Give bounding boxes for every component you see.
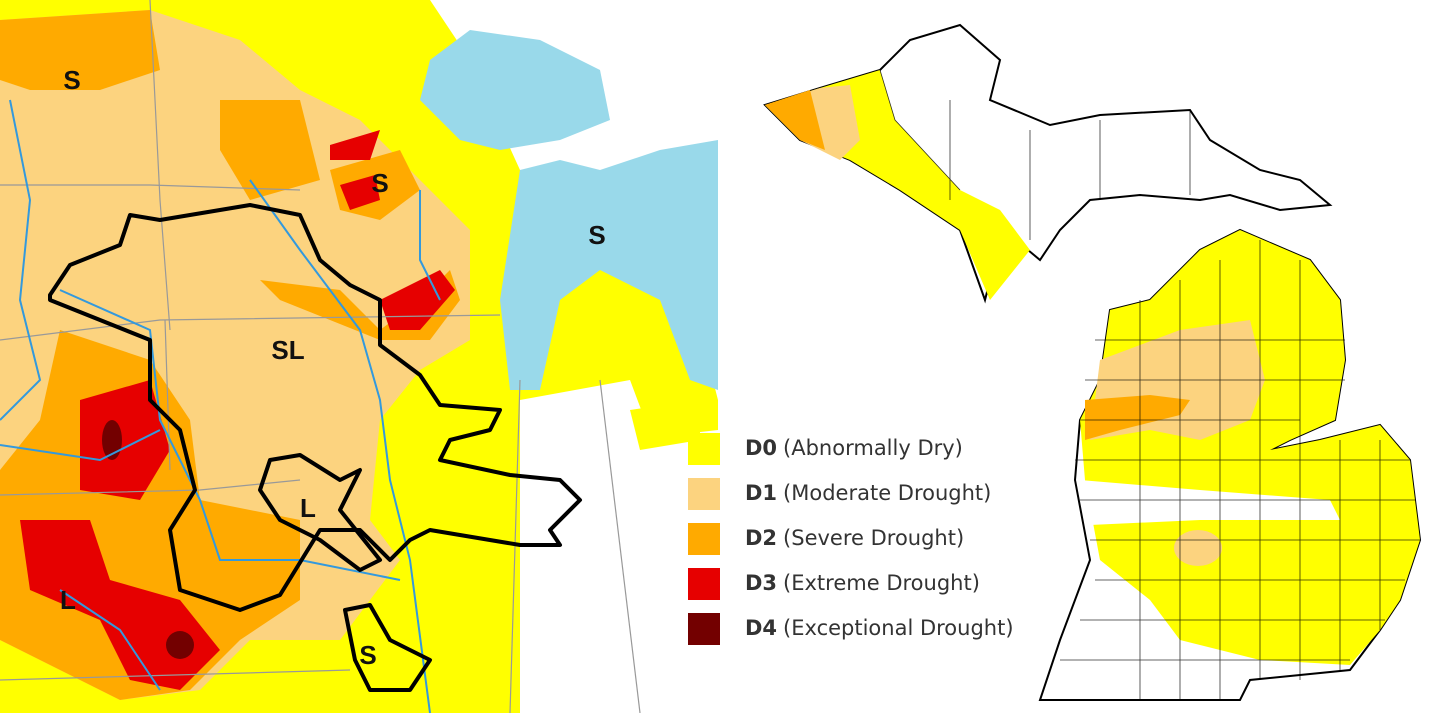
legend-description: (Extreme Drought) (783, 571, 980, 595)
legend-entry: D2 (Severe Drought) (745, 526, 964, 550)
region-label: S (63, 65, 80, 95)
legend-description: (Abnormally Dry) (783, 436, 963, 460)
legend-swatch (688, 523, 720, 555)
region-label: L (60, 585, 76, 615)
legend-entry: D1 (Moderate Drought) (745, 481, 991, 505)
legend-code: D4 (745, 616, 777, 640)
legend-description: (Exceptional Drought) (783, 616, 1014, 640)
legend-entry: D3 (Extreme Drought) (745, 571, 980, 595)
region-label: L (300, 493, 316, 523)
region-label: SL (271, 335, 304, 365)
legend-code: D3 (745, 571, 777, 595)
legend-swatch (688, 478, 720, 510)
legend-swatch (688, 613, 720, 645)
regional-map: S S S SL L L S (0, 0, 718, 713)
legend-code: D0 (745, 436, 777, 460)
legend-entry: D0 (Abnormally Dry) (745, 436, 963, 460)
michigan-map (763, 23, 1422, 701)
region-label: S (371, 168, 388, 198)
region-label: S (359, 640, 376, 670)
legend-entry: D4 (Exceptional Drought) (745, 616, 1014, 640)
legend-code: D1 (745, 481, 777, 505)
legend-swatch (688, 433, 720, 465)
legend-swatch (688, 568, 720, 600)
region-label: S (588, 220, 605, 250)
legend: D0 (Abnormally Dry)D1 (Moderate Drought)D2… (688, 433, 1014, 645)
legend-description: (Severe Drought) (783, 526, 964, 550)
legend-description: (Moderate Drought) (783, 481, 991, 505)
legend-code: D2 (745, 526, 777, 550)
